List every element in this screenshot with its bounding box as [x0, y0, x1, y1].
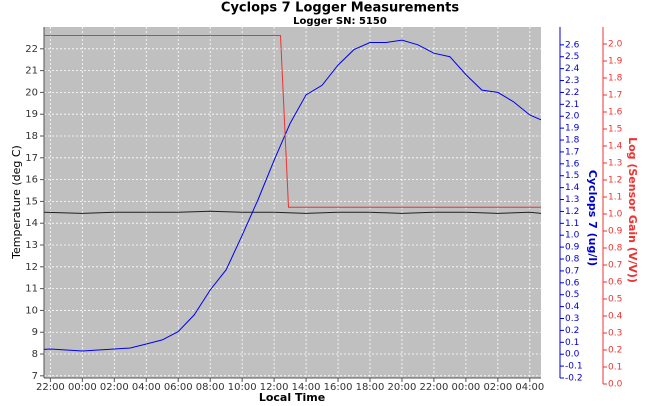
y2-tick-label: 2.1: [565, 100, 579, 110]
y3-tick-label: 0.5: [608, 295, 622, 305]
y-tick-label: 7: [32, 371, 38, 382]
chart-subtitle: Logger SN: 5150: [293, 16, 387, 27]
x-tick-label: 00:00: [451, 382, 480, 393]
x-tick-label: 14:00: [292, 382, 321, 393]
y2-tick-label: 1.5: [565, 171, 579, 181]
y2-tick-label: 0.4: [565, 302, 580, 312]
x-tick-label: 02:00: [483, 382, 512, 393]
x-tick-label: 04:00: [515, 382, 544, 393]
y3-tick-label: 1.9: [608, 57, 623, 67]
y3-tick-label: 2.0: [608, 40, 623, 50]
x-tick-label: 16:00: [324, 382, 353, 393]
y-tick-label: 13: [25, 240, 38, 251]
y2-axis-label: Cyclops 7 (ug/l): [586, 170, 599, 266]
y-tick-label: 22: [25, 44, 38, 55]
y-tick-label: 20: [25, 87, 38, 98]
y2-tick-label: 0.7: [565, 266, 579, 276]
y3-tick-label: 1.4: [608, 142, 623, 152]
y-tick-label: 21: [25, 66, 38, 77]
y-tick-label: 11: [25, 284, 38, 295]
x-tick-label: 06:00: [164, 382, 193, 393]
y2-tick-label: 1.1: [565, 219, 579, 229]
y2-tick-label: 0.6: [565, 278, 580, 288]
y2-tick-label: 0.8: [565, 255, 580, 265]
y2-tick-label: 0.1: [565, 338, 579, 348]
y3-tick-label: 1.7: [608, 91, 622, 101]
y2-tick-label: 1.7: [565, 147, 579, 157]
y2-tick-label: 2.5: [565, 52, 579, 62]
y3-axis-label: Log (Sensor Gain (V/V)): [626, 137, 639, 283]
y3-tick-label: 0.3: [608, 329, 622, 339]
x-tick-label: 20:00: [388, 382, 417, 393]
y2-tick-label: 2.6: [565, 40, 580, 50]
y3-tick-label: 1.3: [608, 159, 622, 169]
x-tick-label: 10:00: [228, 382, 257, 393]
x-tick-label: 12:00: [260, 382, 289, 393]
y2-tick-label: 0.2: [565, 326, 579, 336]
y2-tick-label: 1.0: [565, 231, 580, 241]
y3-tick-label: 0.0: [608, 380, 623, 390]
y2-tick-label: 2.0: [565, 112, 580, 122]
x-tick-label: 02:00: [100, 382, 129, 393]
y2-tick-label: 1.8: [565, 136, 580, 146]
x-tick-label: 08:00: [196, 382, 225, 393]
x-tick-label: 04:00: [132, 382, 161, 393]
y3-tick-label: 0.9: [608, 227, 623, 237]
y-tick-label: 19: [25, 109, 38, 120]
y2-tick-label: 1.2: [565, 207, 579, 217]
y3-tick-label: 0.6: [608, 278, 623, 288]
y2-tick-label: 1.9: [565, 124, 580, 134]
y2-tick-label: 0.9: [565, 243, 580, 253]
plot-area: [44, 27, 541, 378]
y3-tick-label: 1.5: [608, 125, 622, 135]
y2-tick-label: 2.4: [565, 64, 580, 74]
x-tick-label: 18:00: [356, 382, 385, 393]
y2-tick-label: 2.3: [565, 76, 579, 86]
y3-tick-label: 0.1: [608, 363, 622, 373]
y3-tick-label: 1.8: [608, 74, 623, 84]
y3-tick-label: 0.8: [608, 244, 623, 254]
y2-tick-label: 1.6: [565, 159, 580, 169]
series-line: [43, 210, 542, 214]
y-tick-label: 12: [25, 262, 38, 273]
y-tick-label: 15: [25, 196, 38, 207]
y-tick-label: 14: [25, 218, 38, 229]
y3-tick-label: 0.2: [608, 346, 622, 356]
y2-tick-label: 0.3: [565, 314, 579, 324]
chart-title: Cyclops 7 Logger Measurements: [221, 1, 459, 16]
y-tick-label: 8: [32, 349, 38, 360]
y-tick-label: 10: [25, 305, 38, 316]
y3-tick-label: 1.6: [608, 108, 623, 118]
y3-tick-label: 1.0: [608, 210, 623, 220]
y-tick-label: 18: [25, 131, 38, 142]
y3-tick-label: 1.1: [608, 193, 622, 203]
y-axis-label: Temperature (deg C): [10, 145, 23, 260]
y2-tick-label: 1.3: [565, 195, 579, 205]
y-tick-label: 17: [25, 153, 38, 164]
y3-tick-label: 1.2: [608, 176, 622, 186]
y-tick-label: 16: [25, 175, 38, 186]
x-axis-label: Local Time: [259, 391, 325, 404]
y3-tick-label: 0.4: [608, 312, 623, 322]
y2-tick-label: 0.5: [565, 290, 579, 300]
y2-tick-label: 2.2: [565, 88, 579, 98]
y2-tick-label: -0.2: [565, 374, 583, 384]
y-tick-label: 9: [32, 327, 38, 338]
series-line: [43, 39, 542, 352]
y3-tick-label: 0.7: [608, 261, 622, 271]
y2-tick-label: 1.4: [565, 183, 580, 193]
series-line: [44, 35, 541, 208]
y2-tick-label: -0.1: [565, 362, 583, 372]
y2-tick-label: 0.0: [565, 350, 580, 360]
x-tick-label: 22:00: [420, 382, 449, 393]
x-tick-label: 22:00: [36, 382, 65, 393]
x-tick-label: 00:00: [68, 382, 97, 393]
